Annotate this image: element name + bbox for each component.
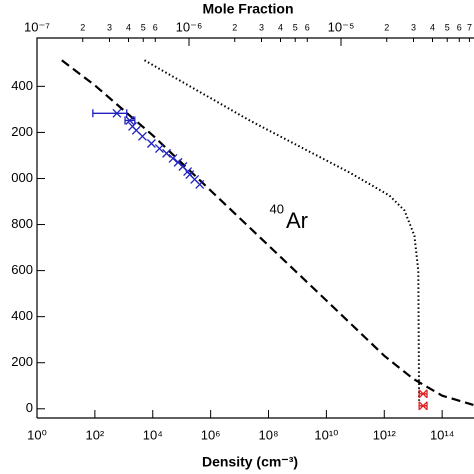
x2-tick-label: 6 <box>153 22 158 32</box>
x2-tick-label: 3 <box>107 22 112 32</box>
annotation-sup: 40 <box>270 201 284 216</box>
y-tick-label: 400 <box>11 308 33 323</box>
x2-tick-label: 5 <box>141 22 146 32</box>
point <box>162 148 172 158</box>
point <box>418 401 428 411</box>
x2-axis-label: Mole Fraction <box>202 1 293 17</box>
x2-tick-label: 2 <box>232 22 237 32</box>
point <box>154 144 164 154</box>
point <box>418 389 428 399</box>
x2-tick-label: 5 <box>293 22 298 32</box>
x2-tick-label: 6 <box>305 22 310 32</box>
y-tick-label: 400 <box>11 78 33 93</box>
point <box>146 139 156 148</box>
point <box>195 180 205 189</box>
x2-tick-label: 3 <box>259 22 264 32</box>
point <box>125 115 135 125</box>
error-bar <box>92 109 128 118</box>
x-tick-label: 10⁰ <box>27 427 47 442</box>
curve <box>144 59 421 401</box>
x-tick-label: 10⁸ <box>259 427 279 442</box>
x2-tick-label: 10⁻⁵ <box>328 19 355 34</box>
axes <box>36 37 474 419</box>
x2-tick-label: 4 <box>278 22 283 32</box>
y-tick-label: 000 <box>11 170 33 185</box>
x-tick-label: 10¹⁴ <box>430 427 454 442</box>
x2-tick-label: 7 <box>467 22 472 32</box>
y-tick-label: 800 <box>11 216 33 231</box>
y-tick-label: 200 <box>11 124 33 139</box>
x2-tick-label: 5 <box>445 22 450 32</box>
x2-tick-label: 10⁻⁶ <box>176 19 203 34</box>
x2-tick-label: 4 <box>126 22 131 32</box>
x2-tick-label: 3 <box>411 22 416 32</box>
point <box>137 131 147 141</box>
y-tick-label: 600 <box>11 262 33 277</box>
x-tick-label: 10¹² <box>373 427 397 442</box>
x2-tick-label: 10⁻⁷ <box>24 19 50 34</box>
point <box>168 153 178 163</box>
x-tick-label: 10² <box>85 427 104 442</box>
y-tick-label: 0 <box>26 400 33 415</box>
x2-tick-label: 6 <box>457 22 462 32</box>
annotation: Ar <box>286 208 308 233</box>
x-tick-label: 10⁶ <box>201 427 221 442</box>
x-axis-label: Density (cm⁻³) <box>202 454 298 470</box>
curve <box>61 59 474 406</box>
x-tick-label: 10¹⁰ <box>314 427 338 442</box>
x2-tick-label: 4 <box>430 22 435 32</box>
x2-tick-label: 2 <box>384 22 389 32</box>
x-tick-label: 10⁴ <box>143 427 163 442</box>
point <box>112 108 122 118</box>
y-tick-label: 200 <box>11 354 33 369</box>
x2-tick-label: 2 <box>80 22 85 32</box>
